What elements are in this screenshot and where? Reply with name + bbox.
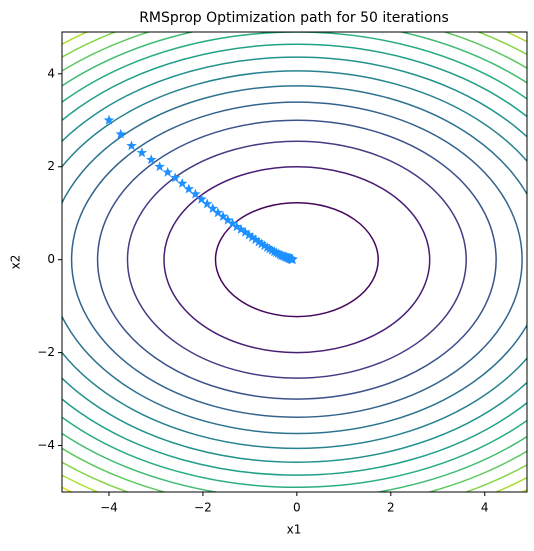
path-marker (177, 177, 188, 188)
y-tick-label: 0 (47, 252, 55, 266)
path-marker (235, 223, 247, 234)
x-tick-label: −2 (194, 501, 212, 515)
y-tick-label: 4 (47, 66, 55, 80)
contour-line (62, 70, 527, 450)
path-marker (207, 203, 218, 214)
path-marker (103, 114, 115, 125)
contour-line (126, 140, 467, 379)
contour-line (214, 202, 379, 318)
contour-line (62, 32, 527, 492)
contour-line (96, 119, 497, 400)
path-marker (115, 128, 126, 139)
path-marker (264, 243, 275, 254)
x-tick-label: 0 (293, 501, 301, 515)
path-marker (154, 161, 165, 172)
contour-line (62, 32, 527, 488)
y-tick-label: −2 (37, 345, 55, 359)
contour-line (62, 32, 527, 492)
path-marker (253, 236, 265, 247)
path-marker (212, 207, 224, 218)
path-marker (259, 240, 270, 251)
path-layer (103, 114, 298, 264)
x-axis-label: x1 (287, 523, 302, 537)
path-marker (231, 221, 242, 232)
x-tick-label: −4 (100, 501, 118, 515)
path-marker (250, 234, 261, 245)
path-marker (201, 198, 213, 209)
path-marker (126, 140, 137, 151)
contour-line (62, 85, 527, 435)
path-marker (239, 226, 251, 237)
path-marker (183, 183, 195, 194)
path-marker (146, 154, 157, 165)
plot-frame (61, 31, 528, 493)
x-tick-label: 2 (387, 501, 395, 515)
y-tick-label: 2 (47, 159, 55, 173)
y-axis-label: x2 (9, 255, 23, 270)
contour-line (62, 32, 527, 492)
y-tick-label: −4 (37, 438, 55, 452)
path-marker (247, 231, 258, 242)
contour-line (163, 165, 431, 354)
contour-line (62, 32, 527, 492)
path-marker (256, 238, 267, 249)
path-marker (217, 210, 229, 221)
path-marker (162, 166, 173, 177)
path-marker (227, 217, 238, 228)
contour-line (70, 101, 523, 418)
path-marker (262, 242, 273, 253)
chart-title: RMSprop Optimization path for 50 iterati… (139, 10, 449, 26)
path-marker (287, 254, 298, 264)
contour-line (62, 43, 527, 476)
x-tick-label: 4 (481, 501, 489, 515)
path-marker (196, 193, 207, 204)
path-marker (266, 244, 278, 255)
path-marker (190, 188, 201, 199)
path-marker (243, 229, 255, 240)
path-marker (169, 172, 181, 183)
path-marker (222, 214, 234, 225)
path-marker (136, 147, 148, 158)
contour-line (62, 56, 527, 463)
